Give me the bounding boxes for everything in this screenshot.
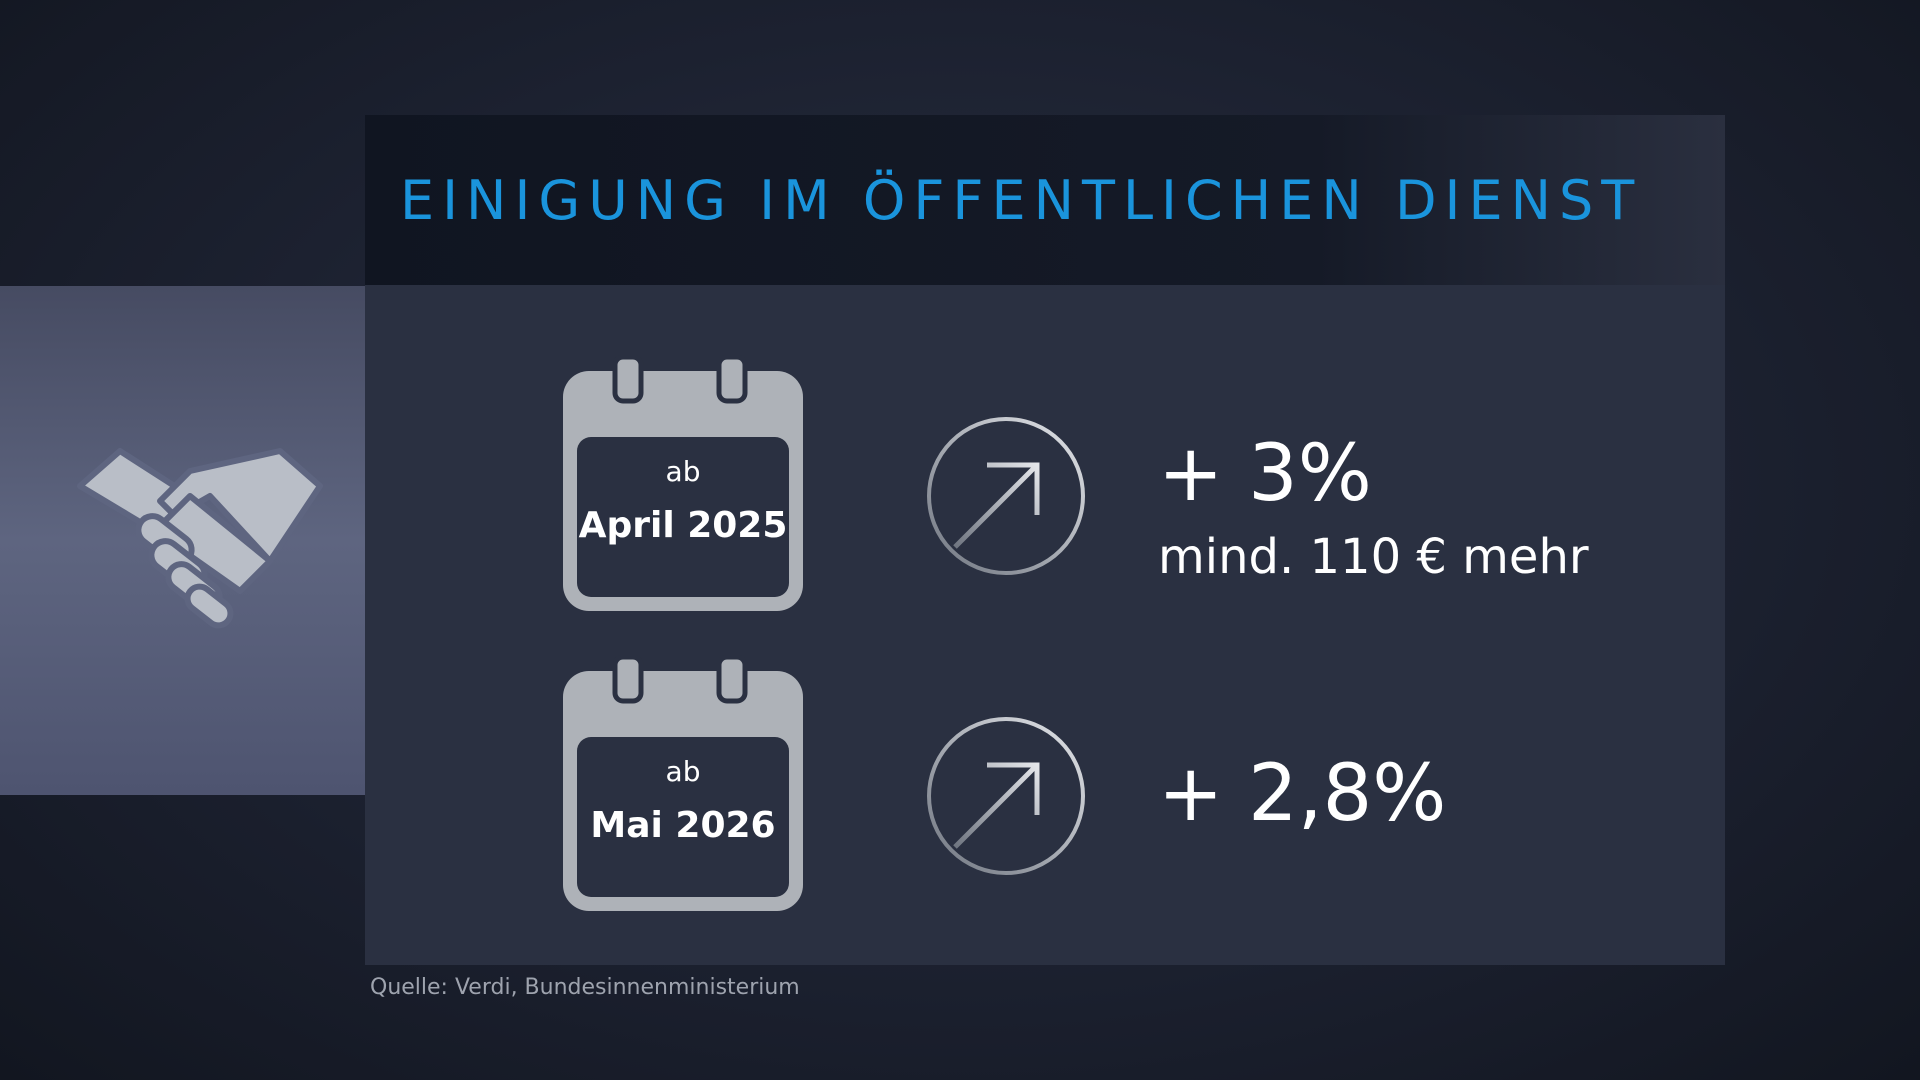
calendar-prefix: ab (665, 455, 701, 488)
calendar: ab April 2025 (561, 355, 805, 615)
percent-change: + 2,8% (1158, 749, 1447, 839)
page-title: EINIGUNG IM ÖFFENTLICHEN DIENST (400, 169, 1643, 232)
calendar-prefix: ab (665, 755, 701, 788)
step-row: ab Mai 2026 + 2,8% (365, 655, 1725, 915)
calendar-date: April 2025 (578, 505, 788, 546)
title-bar: EINIGUNG IM ÖFFENTLICHEN DIENST (365, 115, 1725, 285)
calendar-date: Mai 2026 (590, 805, 776, 846)
minimum-increase: mind. 110 € mehr (1158, 529, 1589, 585)
percent-change: + 3% (1158, 429, 1372, 519)
calendar-icon (563, 655, 803, 911)
calendar-icon (563, 355, 803, 611)
trend-up-arrow-icon (927, 717, 1085, 875)
source-note: Quelle: Verdi, Bundesinnenministerium (370, 975, 800, 1000)
trend-up-arrow-icon (927, 417, 1085, 575)
handshake-icon (77, 448, 323, 629)
step-row: ab April 2025 + 3% mind. 110 € mehr (365, 355, 1725, 615)
content-panel: ab April 2025 + 3% mind. 110 € mehr (365, 285, 1725, 965)
side-panel (0, 286, 365, 795)
calendar: ab Mai 2026 (561, 655, 805, 915)
